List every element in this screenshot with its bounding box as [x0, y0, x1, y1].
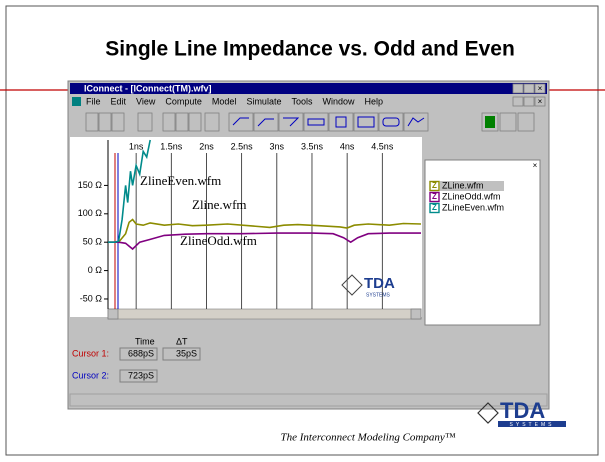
annotation: Zline.wfm — [192, 197, 247, 212]
cursor-delta: 35pS — [176, 348, 197, 358]
title-bar — [70, 83, 547, 94]
svg-text:SYSTEMS: SYSTEMS — [510, 422, 555, 428]
legend-swatch — [429, 180, 440, 192]
scroll-left[interactable] — [107, 308, 119, 320]
annotation: ZlineEven.wfm — [140, 173, 221, 188]
y-tick-label: -50 Ω — [80, 293, 103, 303]
cursor-field — [162, 347, 201, 361]
menu-item[interactable]: Window — [322, 96, 355, 106]
legend-swatch — [429, 202, 440, 214]
svg-text:TDA: TDA — [500, 398, 545, 423]
legend-label: ZLineOdd.wfm — [442, 191, 501, 201]
scrollbar[interactable] — [107, 308, 422, 320]
legend-label: ZLine.wfm — [442, 180, 484, 190]
y-tick-label: 100 Ω — [78, 208, 103, 218]
window-title: IConnect - [IConnect(TM).wfv] — [84, 83, 212, 93]
legend: Z ZLine.wfm Z ZLineOdd.wfm Z ZLineEven.wfm — [429, 180, 504, 214]
scroll-right[interactable] — [410, 308, 422, 320]
cursor-time: 688pS — [128, 348, 154, 358]
svg-text:SYSTEMS: SYSTEMS — [366, 292, 391, 298]
footer-text: The Interconnect Modeling Company™ — [280, 432, 455, 444]
x-tick-label: 2ns — [199, 141, 214, 151]
menu-item[interactable]: Help — [364, 96, 383, 106]
y-tick-label: 50 Ω — [83, 237, 103, 247]
cursor-header: Time — [135, 336, 155, 346]
legend-icon: Z — [432, 192, 437, 201]
status-bar — [69, 393, 548, 407]
cursor-header: ΔT — [176, 336, 188, 346]
svg-text:×: × — [538, 84, 543, 93]
cursor-field — [119, 347, 158, 361]
slide-title: Single Line Impedance vs. Odd and Even — [105, 38, 515, 61]
x-tick-label: 3.5ns — [301, 141, 324, 151]
svg-text:×: × — [538, 97, 543, 106]
menu-item[interactable]: Compute — [165, 96, 202, 106]
y-tick-label: 150 Ω — [78, 180, 103, 190]
svg-text:TDA: TDA — [364, 275, 395, 292]
cursor-field — [119, 369, 158, 383]
cursor-time: 723pS — [128, 370, 154, 380]
x-tick-label: 1ns — [129, 141, 144, 151]
series-line — [108, 139, 151, 243]
window-controls[interactable]: × × — [512, 83, 546, 107]
footer-logo: TDA SYSTEMS — [477, 398, 566, 428]
legend-highlight — [440, 181, 504, 191]
legend-icon: Z — [432, 181, 437, 190]
cursor-label: Cursor 2: — [72, 370, 109, 380]
annotation: ZlineOdd.wfm — [180, 233, 257, 248]
x-tick-label: 4.5ns — [371, 141, 394, 151]
legend-icon: Z — [432, 203, 437, 212]
plot-watermark: TDA SYSTEMS — [341, 274, 395, 298]
x-tick-label: 3ns — [270, 141, 285, 151]
menu-item[interactable]: Model — [212, 96, 237, 106]
series-line — [108, 218, 422, 243]
menu-icon — [72, 97, 81, 106]
menu-item[interactable]: File — [86, 96, 101, 106]
plot-panel — [70, 137, 422, 317]
x-tick-label: 1.5ns — [160, 141, 183, 151]
x-tick-label: 2.5ns — [231, 141, 254, 151]
y-tick-label: 0 Ω — [88, 265, 103, 275]
plot-area: 1ns 1.5ns 2ns 2.5ns 3ns 3.5ns 4ns 4.5ns 150 Ω 100… — [78, 139, 422, 309]
cursor-label: Cursor 1: — [72, 348, 109, 358]
toolbar[interactable] — [85, 112, 535, 132]
legend-swatch — [429, 191, 440, 203]
menu-item[interactable]: Edit — [111, 96, 127, 106]
menu-item[interactable]: View — [136, 96, 156, 106]
menu-item[interactable]: Tools — [291, 96, 313, 106]
series-line — [108, 232, 421, 251]
legend-label: ZLineEven.wfm — [442, 202, 504, 212]
menu-bar: File Edit View Compute Model Simulate Tools Win… — [72, 96, 383, 106]
legend-close[interactable]: × — [533, 161, 538, 170]
x-tick-label: 4ns — [340, 141, 355, 151]
menu-item[interactable]: Simulate — [246, 96, 281, 106]
